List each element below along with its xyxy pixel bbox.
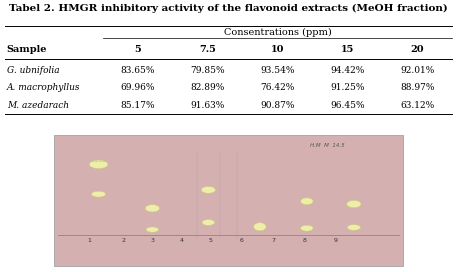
Text: 63.12%: 63.12%: [400, 101, 435, 110]
Text: G. ubnifolia: G. ubnifolia: [7, 66, 59, 75]
Ellipse shape: [254, 222, 266, 231]
Bar: [54, 135, 403, 266]
Text: 20: 20: [411, 45, 424, 54]
Text: 69.96%: 69.96%: [121, 83, 155, 92]
Text: 6: 6: [240, 239, 244, 243]
Text: 94.42%: 94.42%: [330, 66, 365, 75]
Ellipse shape: [89, 160, 108, 169]
Text: 83.65%: 83.65%: [121, 66, 155, 75]
Text: 91.63%: 91.63%: [191, 101, 225, 110]
Ellipse shape: [347, 200, 361, 208]
Ellipse shape: [347, 225, 361, 230]
Text: 15: 15: [341, 45, 354, 54]
Text: 9: 9: [334, 239, 338, 243]
Text: 93.54%: 93.54%: [260, 66, 295, 75]
Text: H.M  M  14.5: H.M M 14.5: [310, 143, 344, 149]
Text: 3: 3: [150, 239, 154, 243]
Text: 76.42%: 76.42%: [260, 83, 295, 92]
Text: A. macrophyllus: A. macrophyllus: [7, 83, 80, 92]
Ellipse shape: [145, 205, 159, 212]
Ellipse shape: [91, 191, 106, 197]
Text: 4: 4: [180, 239, 183, 243]
Text: 92.01%: 92.01%: [400, 66, 435, 75]
Text: Sample: Sample: [7, 45, 48, 54]
Text: 90.87%: 90.87%: [260, 101, 295, 110]
Ellipse shape: [301, 198, 313, 205]
Text: 7.5: 7.5: [199, 45, 216, 54]
Text: 82.89%: 82.89%: [191, 83, 225, 92]
Text: 96.45%: 96.45%: [330, 101, 365, 110]
Text: Tabel 2. HMGR inhibitory activity of the flavonoid extracts (MeOH fraction): Tabel 2. HMGR inhibitory activity of the…: [9, 4, 448, 13]
Text: 10: 10: [271, 45, 285, 54]
Text: 1: 1: [88, 239, 91, 243]
Ellipse shape: [301, 225, 313, 231]
Text: 7: 7: [271, 239, 275, 243]
Text: 2: 2: [121, 239, 125, 243]
Text: Consentrations (ppm): Consentrations (ppm): [224, 28, 332, 37]
Text: 5: 5: [135, 45, 141, 54]
Text: 91.25%: 91.25%: [330, 83, 365, 92]
Ellipse shape: [202, 220, 215, 225]
Text: 85.17%: 85.17%: [121, 101, 155, 110]
Text: 79.85%: 79.85%: [191, 66, 225, 75]
Text: 5: 5: [209, 239, 213, 243]
Ellipse shape: [146, 227, 159, 232]
Text: 88.97%: 88.97%: [400, 83, 435, 92]
Text: 8: 8: [303, 239, 307, 243]
Text: M. azedarach: M. azedarach: [7, 101, 69, 110]
Ellipse shape: [201, 187, 216, 193]
